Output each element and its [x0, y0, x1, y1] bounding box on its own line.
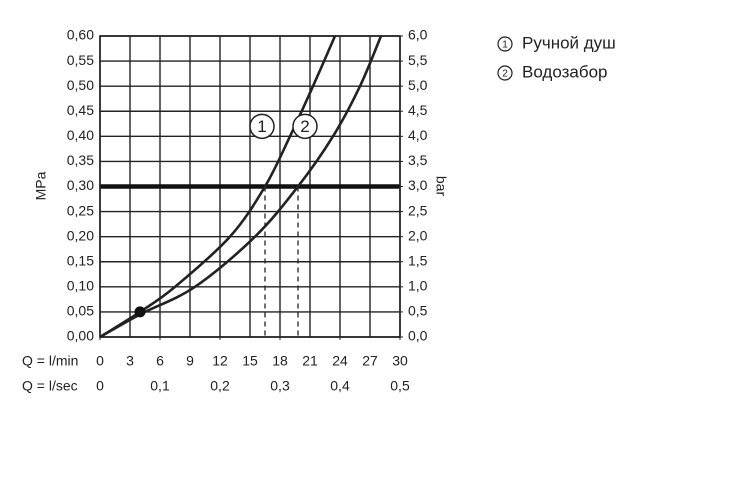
- x2-tick-label: 0: [96, 378, 104, 394]
- x2-tick-label: 0,3: [270, 378, 290, 394]
- x-tick-label: 27: [362, 353, 378, 369]
- y-tick-label: 0,00: [67, 328, 94, 344]
- plot-frame: [99, 35, 401, 338]
- x-tick-label: 21: [302, 353, 318, 369]
- legend-marker: [497, 65, 513, 81]
- curve-label-circle: [249, 113, 275, 140]
- y-tick-label: 0,55: [67, 52, 94, 68]
- y2-tick-label: 2,5: [408, 202, 428, 218]
- legend-marker-label: 2: [502, 69, 508, 80]
- y2-tick-label: 4,5: [408, 102, 428, 118]
- y2-tick-label: 6,0: [408, 27, 428, 43]
- x-axis-label: Q = l/min: [22, 353, 78, 369]
- x-tick-label: 15: [242, 353, 258, 369]
- x2-tick-label: 0,2: [210, 378, 230, 394]
- y-tick-label: 0,60: [67, 27, 94, 43]
- y2-tick-label: 5,0: [408, 77, 428, 93]
- legend-marker: [497, 36, 513, 52]
- y-tick-label: 0,05: [67, 303, 94, 319]
- curve-label-circle: [292, 113, 318, 140]
- y-tick-label: 0,25: [67, 202, 94, 218]
- y2-tick-label: 3,0: [408, 177, 428, 193]
- curve-label: 1: [257, 117, 266, 136]
- x-tick-label: 9: [186, 353, 194, 369]
- curve: [99, 35, 383, 339]
- y2-tick-label: 4,0: [408, 127, 428, 143]
- y2-tick-label: 0,0: [408, 328, 428, 344]
- x-tick-label: 3: [126, 353, 134, 369]
- y2-tick-label: 3,5: [408, 152, 428, 168]
- x-tick-label: 30: [392, 353, 408, 369]
- x-tick-label: 24: [332, 353, 348, 369]
- y-tick-label: 0,50: [67, 77, 94, 93]
- legend-label: Водозабор: [522, 62, 608, 81]
- y-tick-label: 0,15: [67, 252, 94, 268]
- y-tick-label: 0,40: [67, 127, 94, 143]
- y2-axis-label: bar: [433, 176, 449, 197]
- y2-tick-label: 5,5: [408, 52, 428, 68]
- y2-tick-label: 0,5: [408, 303, 428, 319]
- y2-tick-label: 1,0: [408, 278, 428, 294]
- curve-label: 2: [300, 117, 309, 136]
- x-tick-label: 12: [212, 353, 228, 369]
- x-tick-label: 6: [156, 353, 164, 369]
- y2-tick-label: 2,0: [408, 227, 428, 243]
- x2-tick-label: 0,1: [150, 378, 170, 394]
- y-tick-label: 0,30: [67, 177, 94, 193]
- legend-marker-label: 1: [502, 40, 508, 51]
- x-tick-label: 0: [96, 353, 104, 369]
- x2-tick-label: 0,5: [390, 378, 410, 394]
- y2-tick-label: 1,5: [408, 252, 428, 268]
- y-tick-label: 0,35: [67, 152, 94, 168]
- y-tick-label: 0,10: [67, 278, 94, 294]
- x-tick-label: 18: [272, 353, 288, 369]
- y-tick-label: 0,45: [67, 102, 94, 118]
- x2-tick-label: 0,4: [330, 378, 350, 394]
- y-tick-label: 0,20: [67, 227, 94, 243]
- legend-label: Ручной душ: [522, 33, 616, 52]
- marker-point: [134, 306, 146, 318]
- y-axis-label: MPa: [33, 171, 49, 200]
- x2-axis-label: Q = l/sec: [22, 378, 78, 394]
